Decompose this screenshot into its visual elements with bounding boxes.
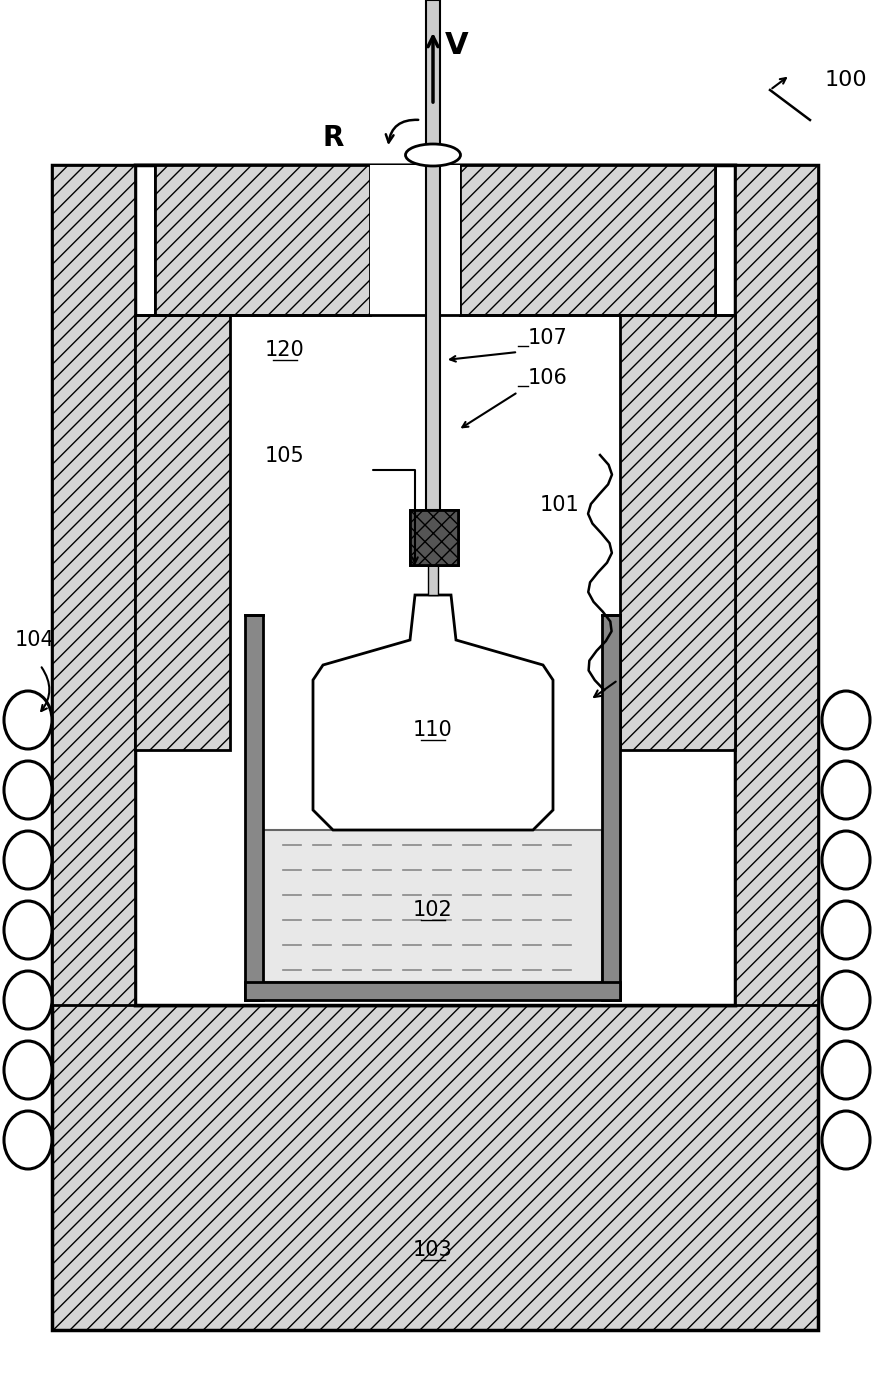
Bar [155,165,369,315]
Ellipse shape [4,1041,52,1099]
Ellipse shape [4,831,52,888]
Bar [245,615,263,999]
Bar [135,165,734,1005]
Bar [135,165,734,1005]
Bar [410,509,458,565]
Text: 105: 105 [265,446,304,466]
Polygon shape [312,595,553,830]
Text: R: R [322,124,343,153]
Ellipse shape [821,972,869,1029]
Bar [155,165,369,315]
Bar [619,315,734,750]
Ellipse shape [821,1110,869,1169]
Bar [52,165,817,1330]
Text: 104: 104 [15,630,54,650]
Bar [52,165,135,1005]
Bar [460,165,714,315]
Bar [602,615,619,999]
Ellipse shape [4,1110,52,1169]
Bar [245,981,619,999]
Bar [410,509,458,565]
Text: 101: 101 [539,496,579,515]
Ellipse shape [821,901,869,959]
Text: 103: 103 [413,1239,453,1260]
Bar [263,830,602,981]
Ellipse shape [405,144,460,167]
Bar [135,315,230,750]
Bar [427,565,438,595]
Text: 110: 110 [413,720,453,740]
Bar [460,165,714,315]
Text: 100: 100 [824,69,866,90]
Ellipse shape [821,761,869,819]
Text: 107: 107 [527,328,567,348]
Bar [425,0,439,509]
Text: 106: 106 [527,368,567,389]
Bar [369,165,460,315]
Ellipse shape [4,972,52,1029]
Text: 120: 120 [265,340,304,359]
Ellipse shape [4,761,52,819]
Ellipse shape [4,901,52,959]
Bar [734,165,817,1005]
Ellipse shape [821,831,869,888]
Ellipse shape [821,691,869,750]
Ellipse shape [821,1041,869,1099]
Text: 102: 102 [413,899,453,920]
Ellipse shape [4,691,52,750]
Text: V: V [445,31,468,60]
